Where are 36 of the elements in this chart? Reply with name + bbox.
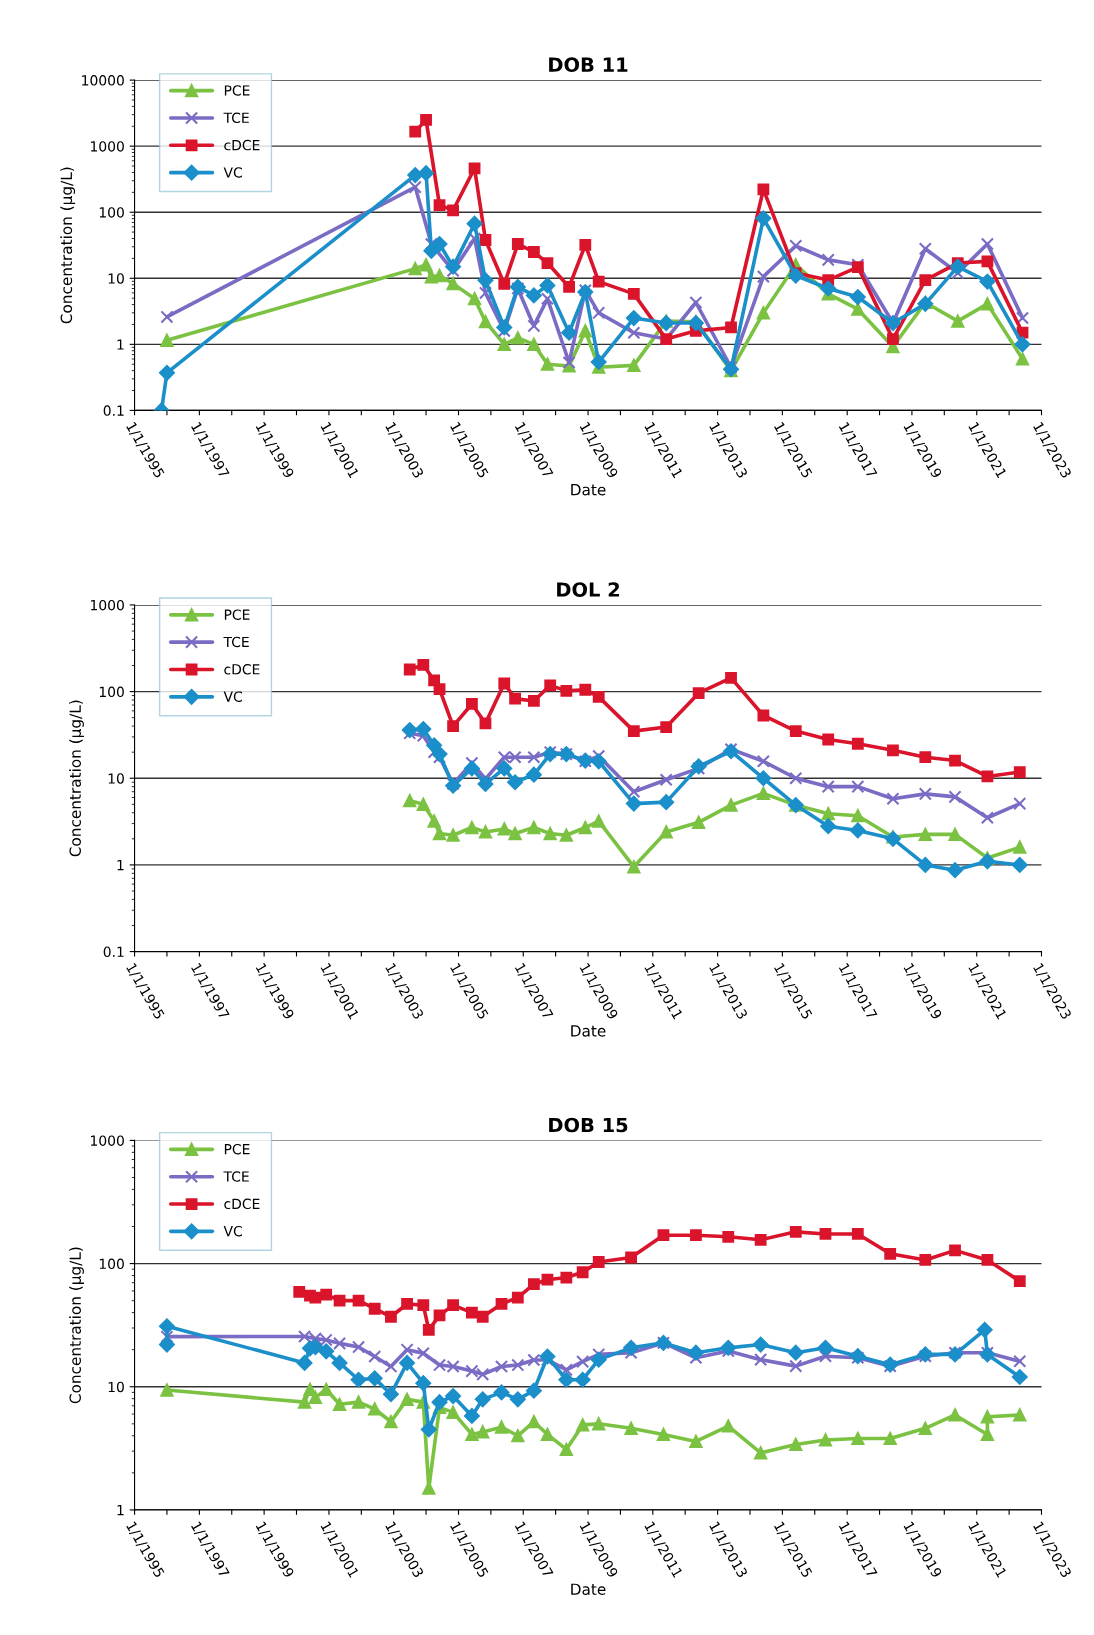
y-tick-label: 10 [108,273,124,284]
legend-label: PCE [224,85,250,96]
y-tick-label: 1000 [91,141,124,152]
y-tick-label: 10000 [82,75,124,86]
y-tick-label: 1000 [91,1135,124,1146]
legend-label: TCE [223,636,249,648]
y-tick-label: 1 [117,1505,124,1516]
legend-label: PCE [224,1143,250,1155]
y-tick-label: 10 [108,1381,124,1393]
legend-label: cDCE [224,139,260,151]
y-tick-label: 1 [117,860,124,871]
legend-label: TCE [223,112,249,124]
y-tick-label: 0.1 [103,405,124,416]
y-axis-title: Concentration (µg/L) [60,167,76,324]
y-axis-title: Concentration (µg/L) [69,1247,84,1404]
y-tick-label: 0.1 [103,946,124,958]
x-axis-title: Date [571,1583,606,1595]
y-tick-label: 1000 [91,599,124,611]
chart-title: DOB 11 [549,57,628,73]
chart-title: DOL 2 [557,582,620,597]
y-tick-label: 1 [117,339,124,350]
y-axis-title: Concentration (µg/L) [69,700,84,857]
legend-label: PCE [224,609,250,620]
legend-label: TCE [223,1171,249,1182]
y-tick-label: 100 [99,686,124,698]
y-tick-label: 100 [99,1258,124,1270]
legend-label: cDCE [224,1198,260,1210]
y-tick-label: 10 [108,773,124,784]
legend-label: cDCE [224,664,260,675]
legend-label: VC [223,167,242,178]
legend-label: VC [223,691,242,702]
legend-label: VC [223,1225,242,1237]
x-axis-title: Date [571,484,606,496]
y-tick-label: 100 [99,207,124,218]
chart-title: DOB 15 [549,1117,628,1133]
x-axis-title: Date [571,1025,606,1037]
